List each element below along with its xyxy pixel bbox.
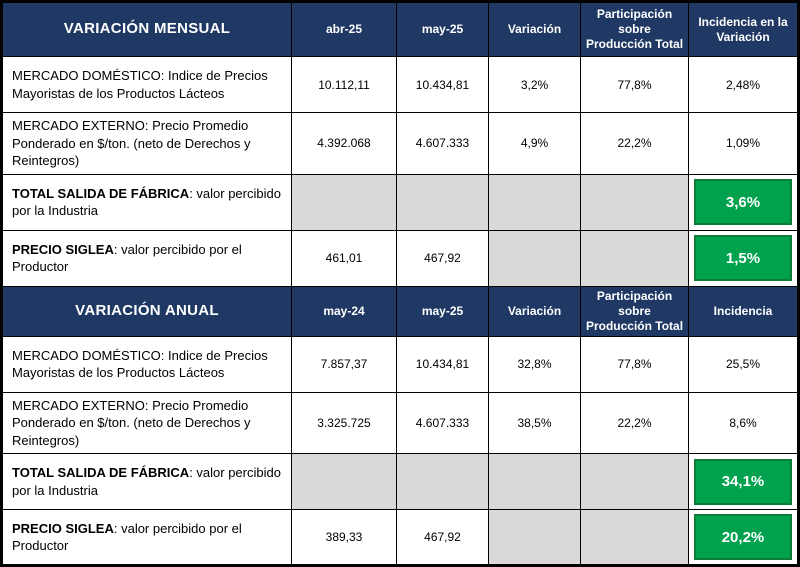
value-cell: 1,09% [688,112,799,175]
value-cell: 3.325.725 [291,391,397,455]
value-cell: 8,6% [688,391,799,455]
row-label-precio-siglea: PRECIO SIGLEA: valor percibido por el Pr… [1,509,292,567]
value-cell: 2,48% [688,56,799,113]
annual-header-row: VARIACIÓN ANUAL may-24 may-25 Variación … [1,285,799,337]
incidencia-highlight: 3,6% [694,179,792,226]
incidencia-cell: 3,6% [688,173,799,231]
value-cell: 10.434,81 [396,335,489,393]
incidencia-highlight: 1,5% [694,235,792,282]
row-label-strong: PRECIO SIGLEA [12,520,114,536]
value-cell: 38,5% [488,391,581,455]
value-cell: 7.857,37 [291,335,397,393]
value-cell: 467,92 [396,229,489,287]
value-cell: 4,9% [488,112,581,175]
value-cell: 25,5% [688,335,799,393]
column-header-variacion: Variación [488,1,581,57]
empty-gray-cell [396,173,489,231]
value-cell: 77,8% [580,335,689,393]
incidencia-highlight: 34,1% [694,458,792,505]
empty-gray-cell [580,453,689,511]
empty-gray-cell [488,229,581,287]
column-header-period1: may-24 [291,285,397,337]
row-label-precio-siglea: PRECIO SIGLEA: valor percibido por el Pr… [1,229,292,287]
value-cell: 461,01 [291,229,397,287]
column-header-incidencia: Incidencia [688,285,799,337]
column-header-period2: may-25 [396,285,489,337]
value-cell: 389,33 [291,509,397,567]
row-label-text: : valor percibido por el Productor [12,241,242,275]
row-label-text: MERCADO DOMÉSTICO: Indice de Precios May… [12,67,268,101]
row-label-text: MERCADO EXTERNO: Precio Promedio Pondera… [12,118,251,169]
column-header-period2: may-25 [396,1,489,57]
value-cell: 4.392.068 [291,112,397,175]
value-cell: 4.607.333 [396,391,489,455]
row-label-text: MERCADO DOMÉSTICO: Indice de Precios May… [12,347,268,381]
row-label-mercado-externo: MERCADO EXTERNO: Precio Promedio Pondera… [1,112,292,175]
annual-section-title: VARIACIÓN ANUAL [1,285,292,337]
value-cell: 3,2% [488,56,581,113]
row-label-strong: PRECIO SIGLEA [12,241,114,257]
incidencia-cell: 20,2% [688,509,799,567]
row-label-total-salida: TOTAL SALIDA DE FÁBRICA: valor percibido… [1,173,292,231]
row-label-strong: TOTAL SALIDA DE FÁBRICA [12,185,190,201]
row-label-mercado-domestico: MERCADO DOMÉSTICO: Indice de Precios May… [1,56,292,113]
table-row-mensual-precio-siglea: PRECIO SIGLEA: valor percibido por el Pr… [1,229,799,287]
table-row-anual-precio-siglea: PRECIO SIGLEA: valor percibido por el Pr… [1,509,799,567]
incidencia-cell: 1,5% [688,229,799,287]
value-cell: 467,92 [396,509,489,567]
monthly-section-title: VARIACIÓN MENSUAL [1,1,292,57]
column-header-period1: abr-25 [291,1,397,57]
empty-gray-cell [580,229,689,287]
value-cell: 32,8% [488,335,581,393]
table-row-mensual-mercado-externo: MERCADO EXTERNO: Precio Promedio Pondera… [1,112,799,175]
table-row-anual-mercado-domestico: MERCADO DOMÉSTICO: Indice de Precios May… [1,335,799,393]
empty-gray-cell [488,509,581,567]
column-header-participacion: Participación sobre Producción Total [580,285,689,337]
column-header-incidencia: Incidencia en la Variación [688,1,799,57]
column-header-variacion: Variación [488,285,581,337]
empty-gray-cell [580,173,689,231]
column-header-participacion: Participación sobre Producción Total [580,1,689,57]
row-label-total-salida: TOTAL SALIDA DE FÁBRICA: valor percibido… [1,453,292,511]
row-label-text: : valor percibido por la Industria [12,465,281,498]
incidencia-highlight: 20,2% [694,514,792,561]
value-cell: 4.607.333 [396,112,489,175]
value-cell: 77,8% [580,56,689,113]
empty-gray-cell [291,453,397,511]
empty-gray-cell [396,453,489,511]
row-label-mercado-externo: MERCADO EXTERNO: Precio Promedio Pondera… [1,391,292,455]
incidencia-cell: 34,1% [688,453,799,511]
row-label-strong: TOTAL SALIDA DE FÁBRICA [12,465,190,481]
table-row-anual-total-salida: TOTAL SALIDA DE FÁBRICA: valor percibido… [1,453,799,511]
table-row-mensual-total-salida: TOTAL SALIDA DE FÁBRICA: valor percibido… [1,173,799,231]
row-label-text: : valor percibido por la Industria [12,185,281,219]
table-row-anual-mercado-externo: MERCADO EXTERNO: Precio Promedio Pondera… [1,391,799,455]
empty-gray-cell [488,173,581,231]
value-cell: 22,2% [580,112,689,175]
empty-gray-cell [291,173,397,231]
table-row-mensual-mercado-domestico: MERCADO DOMÉSTICO: Indice de Precios May… [1,56,799,113]
row-label-text: : valor percibido por el Productor [12,520,242,554]
value-cell: 10.112,11 [291,56,397,113]
monthly-header-row: VARIACIÓN MENSUAL abr-25 may-25 Variació… [1,1,799,57]
value-cell: 10.434,81 [396,56,489,113]
row-label-mercado-domestico: MERCADO DOMÉSTICO: Indice de Precios May… [1,335,292,393]
empty-gray-cell [580,509,689,567]
empty-gray-cell [488,453,581,511]
row-label-text: MERCADO EXTERNO: Precio Promedio Pondera… [12,397,251,448]
value-cell: 22,2% [580,391,689,455]
